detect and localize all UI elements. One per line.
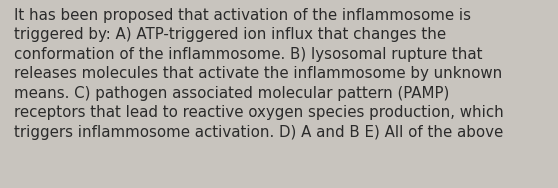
Text: It has been proposed that activation of the inflammosome is
triggered by: A) ATP: It has been proposed that activation of … <box>14 8 504 140</box>
